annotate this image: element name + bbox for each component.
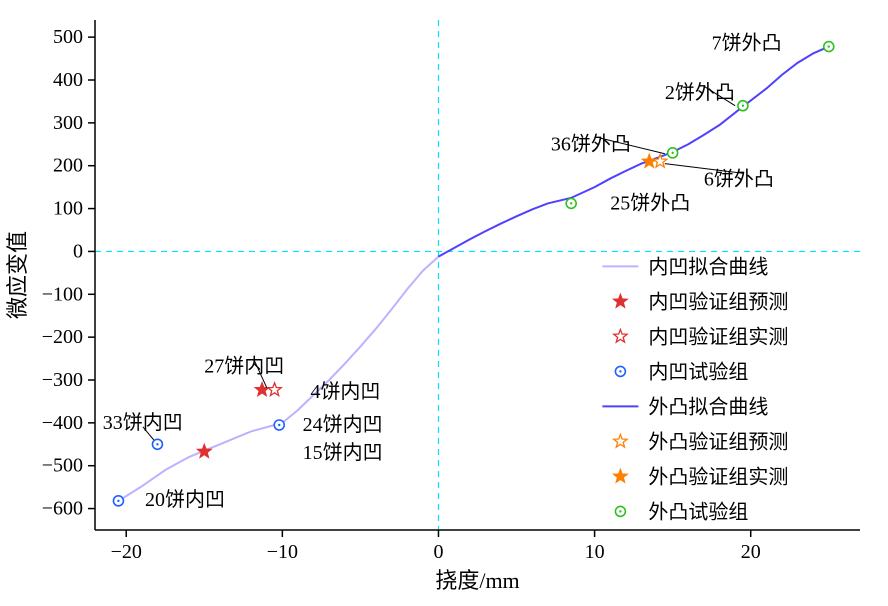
legend-item: 外凸验证组预测 [648, 430, 788, 453]
svg-text:10: 10 [585, 541, 605, 563]
point-label: 20饼内凹 [145, 488, 225, 511]
svg-text:−200: −200 [42, 326, 83, 348]
point-label: 36饼外凸 [551, 132, 631, 155]
point-label: 7饼外凸 [712, 32, 782, 55]
svg-text:400: 400 [53, 69, 83, 91]
point-label: 4饼内凹 [310, 380, 380, 403]
x-axis-label: 挠度/mm [435, 568, 519, 593]
legend-item: 内凹验证组实测 [648, 325, 788, 348]
svg-text:−500: −500 [42, 455, 83, 477]
svg-text:100: 100 [53, 198, 83, 220]
legend-item: 内凹试验组 [648, 360, 748, 383]
chart-svg: −20−1001020−600−500−400−300−200−10001002… [0, 0, 888, 606]
chart-container: −20−1001020−600−500−400−300−200−10001002… [0, 0, 888, 606]
y-axis-label: 微应变值 [5, 231, 30, 319]
legend-item: 内凹拟合曲线 [648, 255, 768, 278]
svg-text:0: 0 [73, 240, 83, 262]
svg-text:0: 0 [433, 541, 443, 563]
point-label: 24饼内凹 [303, 413, 383, 436]
point-label: 33饼内凹 [103, 411, 183, 434]
legend-item: 内凹验证组预测 [648, 290, 788, 313]
svg-text:−100: −100 [42, 283, 83, 305]
point-label: 15饼内凹 [303, 441, 383, 464]
legend-item: 外凸验证组实测 [648, 465, 788, 488]
point-label: 6饼外凸 [704, 167, 774, 190]
point-label: 27饼内凹 [204, 354, 284, 377]
legend-item: 外凸试验组 [648, 500, 748, 523]
svg-text:−300: −300 [42, 369, 83, 391]
svg-text:−20: −20 [111, 541, 142, 563]
svg-text:300: 300 [53, 112, 83, 134]
point-label: 25饼外凸 [610, 191, 690, 214]
svg-text:500: 500 [53, 26, 83, 48]
svg-text:200: 200 [53, 155, 83, 177]
point-label: 2饼外凸 [665, 81, 735, 104]
svg-text:−600: −600 [42, 498, 83, 520]
legend-item: 外凸拟合曲线 [648, 395, 768, 418]
svg-text:−10: −10 [267, 541, 298, 563]
svg-text:−400: −400 [42, 412, 83, 434]
svg-text:20: 20 [741, 541, 761, 563]
